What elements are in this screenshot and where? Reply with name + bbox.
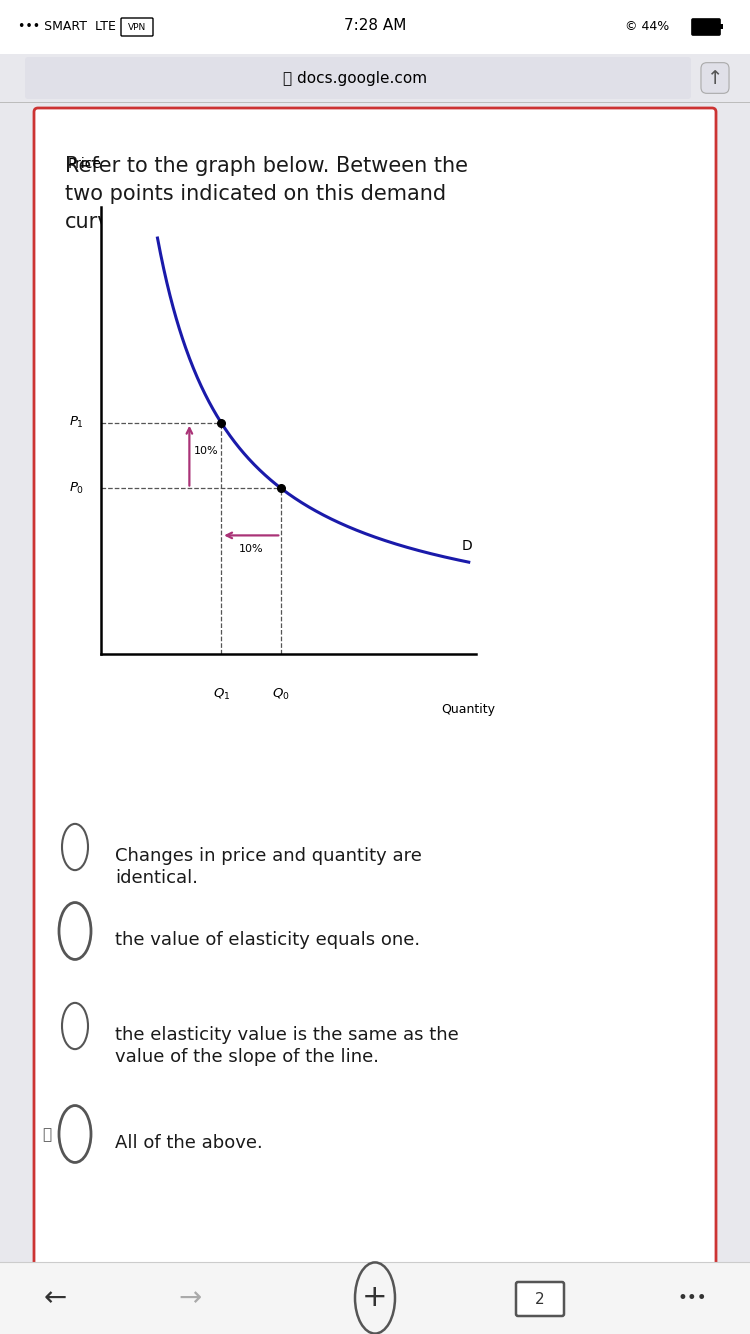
Text: Refer to the graph below. Between the: Refer to the graph below. Between the — [65, 156, 468, 176]
Text: Quantity: Quantity — [441, 703, 495, 716]
FancyBboxPatch shape — [25, 57, 691, 99]
Text: value of the slope of the line.: value of the slope of the line. — [115, 1049, 379, 1066]
Text: $P_0$: $P_0$ — [69, 482, 84, 496]
Text: © 44%: © 44% — [625, 20, 669, 32]
Text: 10%: 10% — [239, 544, 263, 555]
Text: *: * — [125, 212, 142, 232]
FancyBboxPatch shape — [0, 0, 750, 53]
Text: •••: ••• — [677, 1289, 706, 1307]
Text: two points indicated on this demand: two points indicated on this demand — [65, 184, 446, 204]
FancyBboxPatch shape — [692, 19, 720, 35]
Text: +: + — [362, 1283, 388, 1313]
Text: 7:28 AM: 7:28 AM — [344, 19, 406, 33]
Text: ••• SMART  LTE: ••• SMART LTE — [18, 20, 116, 32]
Text: ⎘: ⎘ — [42, 1127, 51, 1142]
Text: All of the above.: All of the above. — [115, 1134, 262, 1153]
Text: the value of elasticity equals one.: the value of elasticity equals one. — [115, 931, 420, 948]
FancyBboxPatch shape — [34, 108, 716, 1277]
FancyBboxPatch shape — [516, 1282, 564, 1317]
FancyBboxPatch shape — [0, 1262, 750, 1334]
Text: ←: ← — [44, 1285, 67, 1313]
Text: curve,: curve, — [65, 212, 130, 232]
Text: Changes in price and quantity are: Changes in price and quantity are — [115, 847, 422, 864]
Text: $Q_1$: $Q_1$ — [212, 687, 230, 702]
Text: the elasticity value is the same as the: the elasticity value is the same as the — [115, 1026, 459, 1045]
FancyBboxPatch shape — [121, 17, 153, 36]
Text: 🔒 docs.google.com: 🔒 docs.google.com — [283, 71, 427, 85]
Text: ↑: ↑ — [706, 68, 723, 88]
Text: Price: Price — [68, 157, 101, 171]
Text: 2: 2 — [536, 1291, 544, 1306]
Text: 10%: 10% — [194, 446, 218, 456]
Text: $P_1$: $P_1$ — [70, 415, 84, 431]
FancyBboxPatch shape — [719, 24, 723, 29]
Text: D: D — [461, 539, 472, 554]
Text: $Q_0$: $Q_0$ — [272, 687, 290, 702]
Text: identical.: identical. — [115, 868, 198, 887]
Text: →: → — [178, 1285, 202, 1313]
Text: VPN: VPN — [128, 23, 146, 32]
